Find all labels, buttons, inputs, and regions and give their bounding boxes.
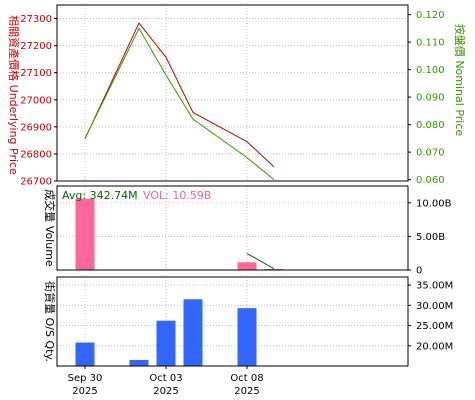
volume-axis-title: 成交量 Volume [43, 189, 57, 267]
nominal-axis-tick-label: 0.080 [416, 120, 445, 131]
x-tick-label: Oct 03 [149, 373, 182, 384]
nominal-axis-tick-label: 0.110 [416, 38, 445, 49]
x-tick-label: Oct 08 [230, 373, 263, 384]
os-bar [75, 342, 95, 366]
panel-frame-2 [56, 185, 409, 271]
nominal-axis-tick-label: 0.060 [416, 175, 445, 186]
panel-frame-1 [56, 4, 409, 182]
nominal-axis-tick-label: 0.100 [416, 65, 445, 76]
volume-avg-legend: Avg: 342.74M [62, 189, 138, 202]
underlying-axis-tick-label: 27200 [20, 41, 52, 52]
x-tick-label: Sep 30 [68, 373, 103, 384]
underlying-axis-tick-label: 27300 [20, 14, 52, 25]
nominal-axis-title: 按盤價 Nominal Price [453, 24, 467, 137]
series-line-nominal-price [84, 27, 275, 180]
volume-bar [75, 198, 95, 270]
underlying-axis-title: 相關資產價格 Underlying Price [7, 15, 21, 175]
os-bar [183, 299, 203, 366]
os-bar [156, 320, 176, 366]
volume-axis-tick-label: 0 [416, 266, 422, 277]
volume-axis-tick-label: 5.00B [416, 232, 445, 243]
nominal-axis-tick-label: 0.120 [416, 10, 445, 21]
panel-frame-3 [56, 276, 409, 367]
volume-vol-legend: VOL: 10.59B [143, 189, 211, 202]
underlying-axis-tick-label: 27100 [20, 68, 52, 79]
underlying-axis-tick-label: 26900 [20, 122, 52, 133]
volume-avg-line [246, 253, 275, 270]
underlying-axis-tick-label: 26800 [20, 149, 52, 160]
os-axis-tick-label: 20.00M [416, 341, 453, 352]
volume-axis-tick-label: 10.00B [416, 198, 452, 209]
os-axis-title: 街貨量 O/S Qty. [43, 281, 57, 362]
underlying-axis-tick-label: 27000 [20, 95, 52, 106]
os-bar [237, 308, 257, 366]
nominal-axis-tick-label: 0.090 [416, 93, 445, 104]
series-line-underlying-price [84, 22, 275, 168]
os-axis-tick-label: 35.00M [416, 281, 453, 292]
x-tick-year-label: 2025 [72, 386, 97, 397]
os-axis-tick-label: 25.00M [416, 321, 453, 332]
os-bar [129, 359, 149, 366]
volume-bar [237, 262, 257, 270]
nominal-axis-tick-label: 0.070 [416, 148, 445, 159]
x-tick-year-label: 2025 [234, 386, 259, 397]
os-axis-tick-label: 30.00M [416, 301, 453, 312]
x-tick-year-label: 2025 [153, 386, 178, 397]
underlying-axis-tick-label: 26700 [20, 177, 52, 188]
